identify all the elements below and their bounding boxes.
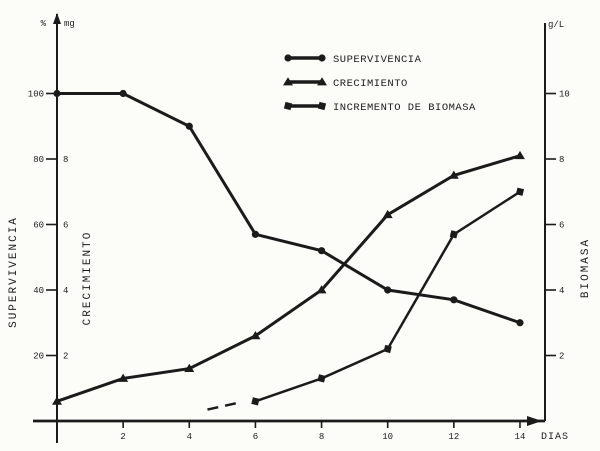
left-percent-tick-label: 100 bbox=[28, 90, 44, 100]
square-marker bbox=[383, 344, 392, 354]
left-percent-tick-label: 80 bbox=[33, 155, 44, 165]
left-axis-title-crecimiento: CRECIMIENTO bbox=[82, 231, 94, 326]
series-line-square bbox=[255, 190, 521, 403]
circle-marker bbox=[119, 89, 127, 98]
legend-circle-marker bbox=[284, 54, 292, 62]
legend-circle-marker bbox=[318, 54, 326, 62]
left-mg-tick-label: 2 bbox=[63, 352, 68, 362]
right-gl-unit-label: g/L bbox=[548, 20, 564, 30]
circle-marker bbox=[251, 230, 260, 238]
left-percent-tick-label: 20 bbox=[33, 352, 44, 362]
circle-marker bbox=[317, 247, 326, 255]
left-mg-tick-label: 4 bbox=[63, 286, 68, 296]
circle-marker bbox=[384, 286, 392, 294]
x-tick-label: 10 bbox=[382, 432, 393, 442]
chart-generated-layer: 100 80 60 40 20 8 6 4 2 10 8 6 4 2 2 4 6 8 10 12 14 SUPERVIVE… bbox=[28, 13, 570, 443]
legend-label: CRECIMIENTO bbox=[333, 78, 408, 90]
left-percent-unit-label: % bbox=[41, 19, 47, 29]
left-percent-tick-label: 60 bbox=[33, 221, 44, 231]
left-mg-tick-label: 8 bbox=[63, 155, 68, 165]
triangle-marker bbox=[118, 373, 129, 382]
x-axis-arrow bbox=[527, 416, 542, 426]
triangle-marker bbox=[316, 285, 327, 294]
legend-triangle-marker bbox=[317, 77, 327, 86]
x-tick-label: 4 bbox=[187, 432, 192, 442]
circle-marker bbox=[516, 319, 524, 327]
series-lead-dash bbox=[207, 401, 238, 411]
circle-marker bbox=[450, 296, 458, 304]
triangle-marker bbox=[382, 209, 393, 219]
series-line-triangle bbox=[56, 154, 521, 403]
square-marker bbox=[449, 230, 458, 239]
square-marker bbox=[317, 374, 326, 383]
legend-square-marker bbox=[317, 101, 327, 111]
right-axis-title-biomasa: BIOMASA bbox=[580, 238, 592, 298]
legend-square-marker bbox=[283, 101, 293, 111]
x-tick-label: 14 bbox=[515, 432, 526, 442]
square-marker bbox=[515, 187, 525, 196]
legend-label: INCREMENTO DE BIOMASA bbox=[333, 102, 476, 114]
circle-marker bbox=[185, 122, 193, 130]
triangle-marker bbox=[184, 363, 195, 372]
left-percent-tick-label: 40 bbox=[33, 286, 44, 296]
right-tick-label: 6 bbox=[559, 221, 564, 231]
triangle-marker bbox=[514, 150, 525, 160]
left-mg-unit-label: mg bbox=[64, 19, 75, 29]
legend-label: SUPERVIVENCIA bbox=[333, 54, 422, 66]
triangle-marker bbox=[250, 331, 261, 340]
x-tick-label: 8 bbox=[319, 432, 324, 442]
triangle-marker bbox=[448, 170, 459, 179]
right-tick-label: 4 bbox=[559, 286, 564, 296]
left-mg-tick-label: 6 bbox=[63, 221, 68, 231]
x-axis-title: DIAS bbox=[541, 432, 569, 443]
square-marker bbox=[251, 397, 260, 406]
left-axis-arrow bbox=[53, 13, 61, 24]
left-axis-title-supervivencia: SUPERVIVENCIA bbox=[8, 216, 20, 328]
legend-triangle-marker bbox=[283, 77, 293, 86]
right-tick-label: 8 bbox=[559, 155, 564, 165]
right-tick-label: 10 bbox=[559, 90, 570, 100]
triangle-marker bbox=[52, 396, 62, 405]
series-line-circle bbox=[57, 92, 521, 325]
x-tick-label: 6 bbox=[253, 432, 258, 442]
circle-marker bbox=[53, 89, 61, 98]
right-tick-label: 2 bbox=[559, 352, 564, 362]
x-tick-label: 12 bbox=[448, 432, 459, 442]
x-tick-label: 2 bbox=[120, 432, 125, 442]
